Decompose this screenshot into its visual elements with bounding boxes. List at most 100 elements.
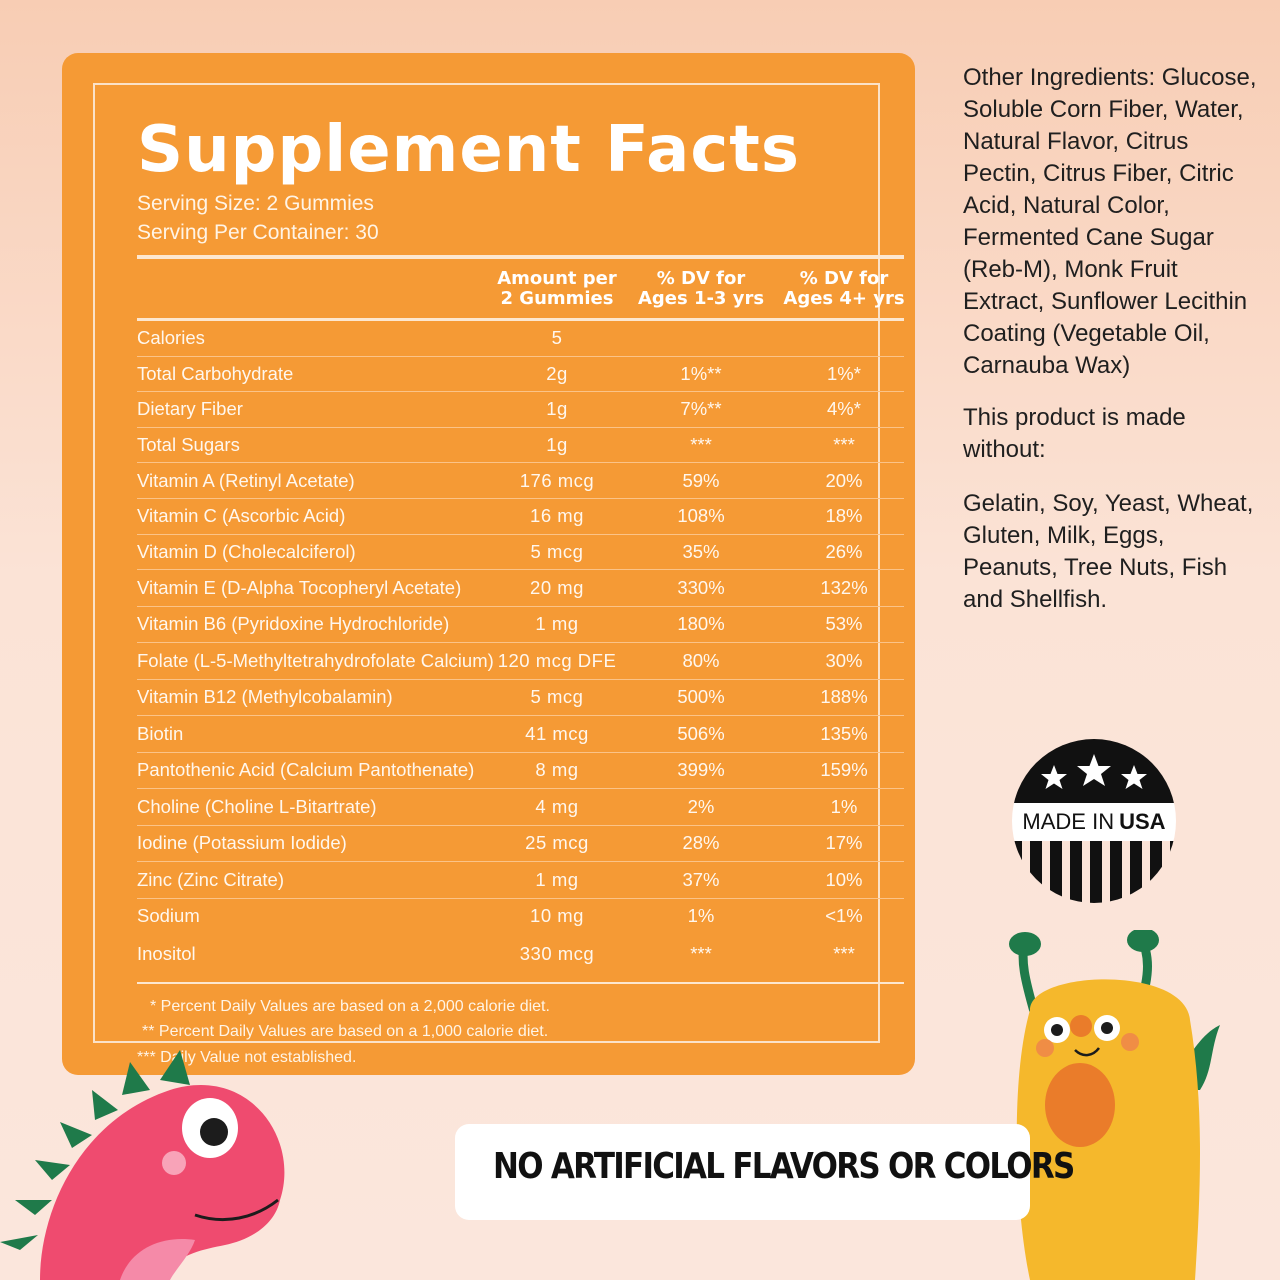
nutrient-amount: 5 mcg	[530, 540, 584, 562]
table-row: Total Sugars 1g *** ***	[137, 428, 904, 464]
nutrient-amount: 4 mg	[535, 795, 579, 817]
nutrient-name: Iodine (Potassium Iodide)	[137, 832, 347, 854]
nutrient-dv-ages-1-3: ***	[690, 943, 712, 964]
banner-text: NO ARTIFICIAL FLAVORS OR COLORS	[493, 1146, 1075, 1187]
thick-divider	[137, 255, 904, 259]
nutrient-dv-ages-4-plus: 188%	[820, 686, 868, 708]
nutrient-name: Pantothenic Acid (Calcium Pantothenate)	[137, 759, 475, 781]
serving-size: Serving Size: 2 Gummies	[137, 192, 374, 215]
nutrient-table: Calories 5 Total Carbohydrate 2g 1%** 1%* Diet…	[137, 321, 904, 934]
supplement-facts-panel: Supplement Facts Serving Size: 2 Gummies…	[62, 53, 915, 1075]
nutrient-amount: 8 mg	[535, 759, 579, 781]
table-row: Pantothenic Acid (Calcium Pantothenate) 8…	[137, 753, 904, 790]
nutrient-dv-ages-1-3: 59%	[682, 469, 720, 491]
panel-inner-border: Supplement Facts Serving Size: 2 Gummies…	[93, 83, 905, 1066]
nutrient-amount: 10 mg	[530, 905, 584, 927]
table-row: Iodine (Potassium Iodide) 25 mcg 28% 17%	[137, 826, 904, 863]
nutrient-dv-ages-1-3: 180%	[677, 613, 725, 635]
table-row: Biotin 41 mcg 506% 135%	[137, 716, 904, 753]
pink-dinosaur-illustration	[0, 1050, 285, 1280]
nutrient-dv-ages-4-plus: 20%	[825, 469, 863, 491]
ingredients-column: Other Ingredients: Glucose, Soluble Corn…	[963, 62, 1263, 616]
nutrient-amount: 2g	[546, 362, 568, 384]
nutrient-dv-ages-4-plus: ***	[833, 943, 855, 964]
nutrient-name: Vitamin B6 (Pyridoxine Hydrochloride)	[137, 613, 450, 635]
nutrient-dv-ages-1-3: 1%**	[680, 362, 722, 384]
nutrient-dv-ages-1-3: 399%	[677, 759, 725, 781]
nutrient-dv-ages-4-plus: <1%	[825, 905, 863, 927]
nutrient-dv-ages-4-plus: 1%*	[827, 362, 861, 384]
made-without-heading: This product is made without:	[963, 404, 1186, 463]
table-row: Folate (L-5-Methyltetrahydrofolate Calci…	[137, 643, 904, 680]
footnote-dv-not-established: *** Daily Value not established.	[137, 1049, 357, 1066]
nutrient-dv-ages-1-3: 35%	[682, 540, 720, 562]
nutrient-name: Dietary Fiber	[137, 398, 243, 420]
nutrient-dv-ages-1-3: 330%	[677, 576, 725, 598]
nutrient-name: Sodium	[137, 905, 200, 927]
nutrient-dv-ages-4-plus: 30%	[825, 649, 863, 671]
table-row: Calories 5	[137, 321, 904, 357]
nutrient-name: Total Carbohydrate	[137, 362, 294, 384]
nutrient-amount: 1 mg	[535, 868, 579, 890]
nutrient-dv-ages-4-plus: ***	[833, 434, 855, 456]
claim-banner: NO ARTIFICIAL FLAVORS OR COLORS	[455, 1124, 1075, 1220]
nutrient-dv-ages-4-plus: 132%	[820, 576, 868, 598]
nutrient-dv-ages-4-plus: 1%	[830, 795, 858, 817]
nutrient-dv-ages-1-3: 37%	[682, 868, 720, 890]
nutrient-amount: 41 mcg	[525, 722, 589, 744]
header-divider	[137, 318, 904, 321]
table-bottom-divider	[137, 982, 904, 984]
star-icon	[1041, 754, 1147, 789]
nutrient-dv-ages-4-plus: 159%	[820, 759, 868, 781]
column-header-dv-ages-1-3: % DV for Ages 1-3 yrs	[637, 268, 765, 309]
table-row: Vitamin C (Ascorbic Acid) 16 mg 108% 18%	[137, 499, 904, 535]
yellow-monster-illustration	[1009, 930, 1220, 1280]
nutrient-amount: 25 mcg	[525, 832, 589, 854]
nutrient-dv-ages-4-plus: 17%	[825, 832, 863, 854]
nutrient-amount: 1g	[546, 398, 568, 420]
nutrient-dv-ages-1-3: 7%**	[680, 398, 722, 420]
nutrient-name: Vitamin C (Ascorbic Acid)	[137, 505, 346, 527]
table-row: Vitamin E (D-Alpha Tocopheryl Acetate) 20…	[137, 570, 904, 607]
badge-text: MADE IN USA	[1022, 809, 1165, 834]
serving-per-container: Serving Per Container: 30	[137, 221, 379, 244]
nutrient-dv-ages-1-3: 28%	[682, 832, 720, 854]
table-row: Vitamin D (Cholecalciferol) 5 mcg 35% 26%	[137, 535, 904, 571]
table-row-inositol: Inositol 330 mcg *** ***	[137, 933, 904, 975]
nutrient-dv-ages-4-plus: 53%	[825, 613, 863, 635]
nutrient-amount: 1g	[546, 434, 568, 456]
footnote-1000-calorie: ** Percent Daily Values are based on a 1…	[142, 1023, 549, 1040]
nutrient-name: Vitamin A (Retinyl Acetate)	[137, 469, 355, 491]
nutrient-name: Biotin	[137, 722, 184, 744]
nutrient-amount: 330 mcg	[519, 943, 595, 964]
nutrient-dv-ages-1-3: 1%	[687, 905, 715, 927]
nutrient-amount: 5 mcg	[530, 686, 584, 708]
nutrient-name: Zinc (Zinc Citrate)	[137, 868, 284, 890]
badge-stripes	[1012, 841, 1176, 903]
nutrient-amount: 176 mcg	[519, 469, 595, 491]
allergen-free-list: Gelatin, Soy, Yeast, Wheat, Gluten, Milk…	[963, 490, 1254, 613]
table-row: Vitamin B6 (Pyridoxine Hydrochloride) 1 m…	[137, 607, 904, 644]
table-row: Total Carbohydrate 2g 1%** 1%*	[137, 357, 904, 393]
nutrient-name: Total Sugars	[137, 434, 240, 456]
nutrient-dv-ages-1-3: 500%	[677, 686, 725, 708]
column-header-amount: Amount per 2 Gummies	[497, 268, 617, 309]
nutrient-name: Vitamin B12 (Methylcobalamin)	[137, 686, 393, 708]
nutrient-name: Folate (L-5-Methyltetrahydrofolate Calci…	[137, 649, 494, 671]
table-row: Sodium 10 mg 1% <1%	[137, 899, 904, 935]
other-ingredients-text: Other Ingredients: Glucose, Soluble Corn…	[963, 64, 1257, 379]
nutrient-dv-ages-1-3: 80%	[682, 649, 720, 671]
table-row: Choline (Choline L-Bitartrate) 4 mg 2% 1%	[137, 789, 904, 826]
made-in-usa-badge: MADE IN USA	[1012, 739, 1176, 903]
nutrient-dv-ages-1-3: 2%	[687, 795, 715, 817]
footnote-2000-calorie: * Percent Daily Values are based on a 2,…	[150, 998, 550, 1015]
table-row: Vitamin A (Retinyl Acetate) 176 mcg 59% 20%	[137, 463, 904, 499]
nutrient-dv-ages-4-plus: 135%	[820, 722, 868, 744]
nutrient-dv-ages-4-plus: 18%	[825, 505, 863, 527]
badge-middle-band	[1012, 803, 1176, 841]
nutrient-amount: 120 mcg DFE	[497, 649, 617, 671]
nutrient-dv-ages-1-3: 108%	[677, 505, 725, 527]
nutrient-name: Vitamin E (D-Alpha Tocopheryl Acetate)	[137, 576, 462, 598]
nutrient-name: Vitamin D (Cholecalciferol)	[137, 540, 356, 562]
nutrient-dv-ages-1-3: 506%	[677, 722, 725, 744]
